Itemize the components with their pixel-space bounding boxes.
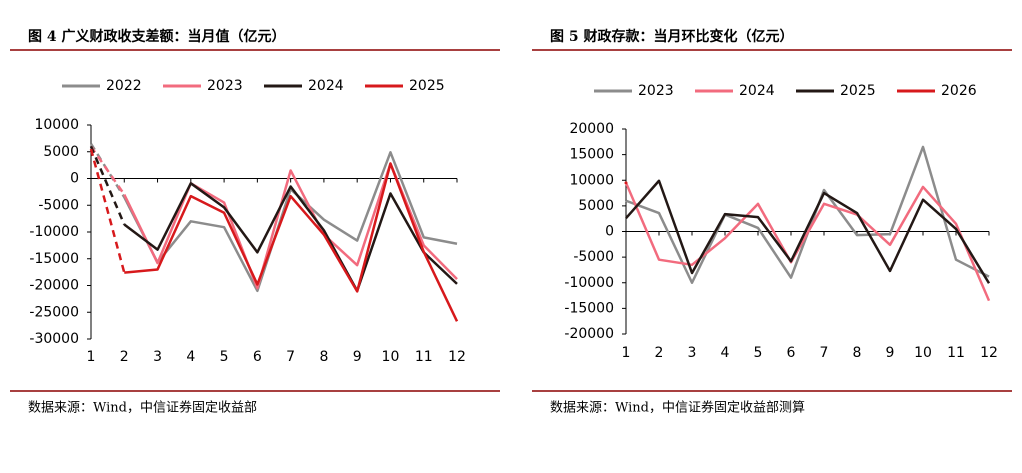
y-tick-label: 15000 bbox=[569, 147, 614, 163]
series-point bbox=[624, 181, 628, 185]
legend-label: 2024 bbox=[739, 83, 775, 99]
series-line bbox=[625, 179, 991, 284]
legend-label: 2022 bbox=[106, 78, 142, 94]
y-tick-label: -15000 bbox=[564, 300, 614, 316]
x-tick-label: 11 bbox=[947, 345, 965, 361]
legend-label: 2026 bbox=[941, 83, 977, 99]
source-note: 数据来源：Wind，中信证券固定收益部 bbox=[28, 400, 257, 416]
series-line bbox=[123, 182, 458, 293]
x-tick-label: 6 bbox=[787, 345, 796, 361]
x-tick-label: 7 bbox=[286, 349, 295, 365]
x-tick-label: 8 bbox=[853, 345, 862, 361]
y-tick-label: 0 bbox=[605, 224, 614, 240]
x-tick-label: 5 bbox=[220, 349, 229, 365]
y-tick-label: -10000 bbox=[29, 224, 79, 240]
chart-title: 图 4 广义财政收支差额：当月值（亿元） bbox=[28, 28, 286, 45]
source-note: 数据来源：Wind，中信证券固定收益部测算 bbox=[550, 400, 805, 416]
x-tick-label: 10 bbox=[382, 349, 400, 365]
legend-label: 2023 bbox=[207, 78, 243, 94]
legend-label: 2023 bbox=[638, 83, 674, 99]
y-tick-label: 5000 bbox=[43, 144, 79, 160]
x-tick-label: 6 bbox=[253, 349, 262, 365]
x-tick-label: 1 bbox=[622, 345, 631, 361]
x-tick-label: 4 bbox=[186, 349, 195, 365]
x-tick-label: 8 bbox=[319, 349, 328, 365]
legend-label: 2025 bbox=[840, 83, 876, 99]
x-tick-label: 10 bbox=[914, 345, 932, 361]
x-tick-label: 9 bbox=[886, 345, 895, 361]
x-tick-label: 2 bbox=[655, 345, 664, 361]
x-tick-label: 4 bbox=[721, 345, 730, 361]
legend-label: 2024 bbox=[308, 78, 344, 94]
y-tick-label: 5000 bbox=[578, 198, 614, 214]
series-line-dashed bbox=[89, 148, 126, 273]
legend-label: 2025 bbox=[409, 78, 445, 94]
series-line-dashed bbox=[89, 145, 126, 196]
series-line bbox=[624, 182, 991, 302]
y-tick-label: -10000 bbox=[564, 275, 614, 291]
x-tick-label: 5 bbox=[754, 345, 763, 361]
series-line-dashed bbox=[89, 145, 126, 225]
y-tick-label: -15000 bbox=[29, 251, 79, 267]
y-tick-label: -5000 bbox=[573, 249, 614, 265]
y-tick-label: -20000 bbox=[29, 278, 79, 294]
x-tick-label: 9 bbox=[353, 349, 362, 365]
y-tick-label: -30000 bbox=[29, 331, 79, 347]
y-tick-label: 10000 bbox=[34, 117, 79, 133]
x-tick-label: 7 bbox=[820, 345, 829, 361]
x-tick-label: 3 bbox=[688, 345, 697, 361]
chart-title: 图 5 财政存款：当月环比变化（亿元） bbox=[550, 28, 794, 45]
x-tick-label: 1 bbox=[87, 349, 96, 365]
y-tick-label: 20000 bbox=[569, 121, 614, 137]
series-line bbox=[124, 162, 459, 322]
x-tick-label: 12 bbox=[448, 349, 466, 365]
x-tick-label: 2 bbox=[120, 349, 129, 365]
y-tick-label: -20000 bbox=[564, 326, 614, 342]
y-tick-label: -25000 bbox=[29, 304, 79, 320]
x-tick-label: 11 bbox=[415, 349, 433, 365]
y-tick-label: -5000 bbox=[38, 197, 79, 213]
y-tick-label: 10000 bbox=[569, 172, 614, 188]
x-tick-label: 12 bbox=[980, 345, 998, 361]
x-tick-label: 3 bbox=[153, 349, 162, 365]
y-tick-label: 0 bbox=[70, 171, 79, 187]
